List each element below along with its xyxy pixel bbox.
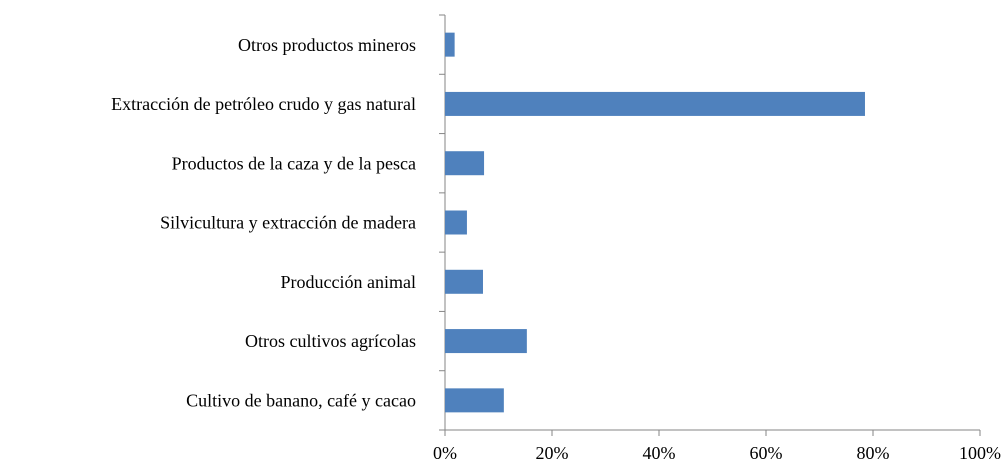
x-tick-label: 40% [643, 443, 676, 463]
bar [445, 210, 467, 235]
y-tick-label: Otros productos mineros [238, 35, 416, 55]
y-tick-label: Producción animal [281, 272, 416, 292]
y-tick-label: Extracción de petróleo crudo y gas natur… [111, 94, 416, 114]
x-tick-label: 60% [750, 443, 783, 463]
bar [445, 388, 504, 413]
x-tick-label: 100% [959, 443, 1001, 463]
bar [445, 91, 865, 116]
bar [445, 151, 485, 176]
y-tick-label: Cultivo de banano, café y cacao [186, 390, 416, 410]
y-tick-label: Otros cultivos agrícolas [245, 331, 416, 351]
x-tick-label: 20% [536, 443, 569, 463]
bar [445, 269, 483, 294]
x-tick-label: 0% [433, 443, 457, 463]
bar [445, 329, 527, 354]
y-tick-label: Silvicultura y extracción de madera [160, 213, 416, 233]
x-tick-label: 80% [857, 443, 890, 463]
bar [445, 32, 455, 57]
y-tick-label: Productos de la caza y de la pesca [172, 153, 416, 173]
